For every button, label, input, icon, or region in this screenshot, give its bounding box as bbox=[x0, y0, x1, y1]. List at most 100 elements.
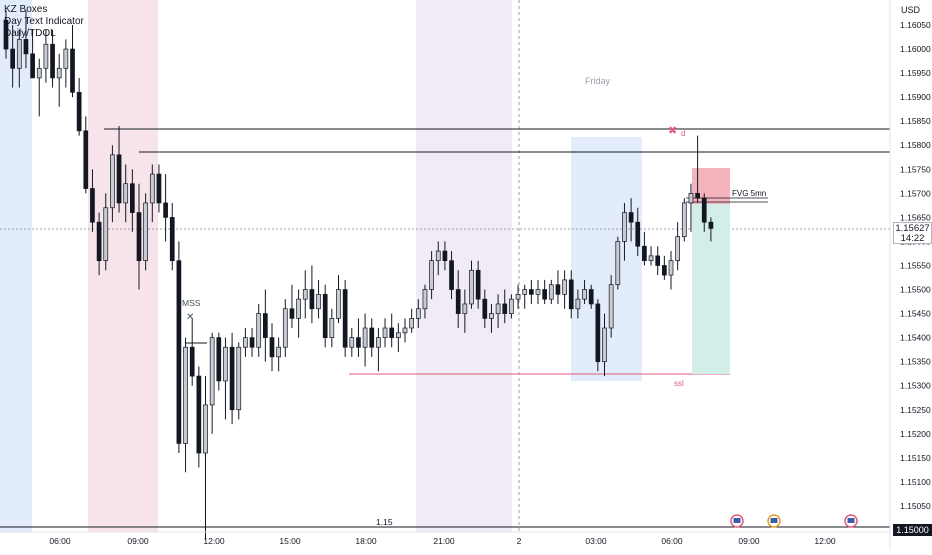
indicator-daily-tdol[interactable]: Daily/TDOL bbox=[4, 28, 56, 39]
candle[interactable] bbox=[422, 289, 428, 310]
candle[interactable] bbox=[316, 293, 321, 310]
candle[interactable] bbox=[30, 53, 35, 79]
candle[interactable] bbox=[409, 318, 414, 329]
candle[interactable] bbox=[229, 346, 235, 411]
candle[interactable] bbox=[169, 217, 175, 262]
candle[interactable] bbox=[3, 19, 9, 50]
candle[interactable] bbox=[396, 332, 401, 338]
candle[interactable] bbox=[302, 289, 308, 300]
candle[interactable] bbox=[342, 289, 348, 348]
candle[interactable] bbox=[608, 284, 614, 329]
candle[interactable] bbox=[36, 67, 42, 79]
candle[interactable] bbox=[183, 346, 188, 444]
candle[interactable] bbox=[369, 327, 375, 348]
candle[interactable] bbox=[289, 308, 295, 319]
candle[interactable] bbox=[528, 289, 534, 295]
candle[interactable] bbox=[176, 260, 182, 444]
candle[interactable] bbox=[336, 289, 341, 319]
candle[interactable] bbox=[469, 269, 474, 305]
candle[interactable] bbox=[622, 212, 627, 242]
candle[interactable] bbox=[535, 289, 541, 295]
candle[interactable] bbox=[489, 313, 494, 319]
candle[interactable] bbox=[675, 236, 681, 262]
candle[interactable] bbox=[196, 375, 202, 454]
candle[interactable] bbox=[588, 289, 594, 305]
candle[interactable] bbox=[16, 39, 22, 69]
candle[interactable] bbox=[249, 337, 255, 348]
candle[interactable] bbox=[655, 255, 661, 266]
candle[interactable] bbox=[149, 173, 155, 204]
candle[interactable] bbox=[216, 337, 222, 382]
candle[interactable] bbox=[322, 293, 328, 338]
candle[interactable] bbox=[495, 303, 501, 314]
candle[interactable] bbox=[256, 313, 262, 348]
candle[interactable] bbox=[349, 337, 355, 348]
candle[interactable] bbox=[382, 327, 388, 338]
candle[interactable] bbox=[223, 346, 228, 382]
candle[interactable] bbox=[449, 260, 454, 290]
candle[interactable] bbox=[482, 298, 488, 319]
candle[interactable] bbox=[602, 327, 607, 363]
candle[interactable] bbox=[575, 298, 581, 310]
candle[interactable] bbox=[635, 221, 641, 247]
candle[interactable] bbox=[661, 265, 667, 276]
candle[interactable] bbox=[502, 303, 508, 314]
candle[interactable] bbox=[356, 337, 361, 348]
candle[interactable] bbox=[10, 48, 15, 69]
candle[interactable] bbox=[562, 279, 567, 295]
candle[interactable] bbox=[110, 154, 115, 209]
indicator-kz-boxes[interactable]: KZ Boxes bbox=[4, 4, 48, 15]
candle[interactable] bbox=[63, 48, 69, 69]
candle[interactable] bbox=[156, 173, 162, 204]
candle[interactable] bbox=[701, 197, 707, 223]
candle[interactable] bbox=[595, 303, 601, 363]
candle[interactable] bbox=[442, 250, 448, 262]
candle[interactable] bbox=[189, 346, 195, 377]
candle[interactable] bbox=[435, 250, 441, 262]
candle[interactable] bbox=[143, 202, 148, 262]
candle[interactable] bbox=[628, 212, 634, 223]
candle[interactable] bbox=[329, 318, 335, 338]
candle[interactable] bbox=[269, 337, 275, 358]
candle[interactable] bbox=[123, 183, 129, 204]
candle[interactable] bbox=[23, 39, 29, 55]
candle[interactable] bbox=[615, 241, 621, 286]
candle[interactable] bbox=[43, 43, 49, 69]
candle[interactable] bbox=[130, 183, 135, 213]
candle[interactable] bbox=[362, 327, 368, 348]
candle[interactable] bbox=[83, 130, 89, 189]
candle[interactable] bbox=[475, 269, 481, 300]
candle[interactable] bbox=[515, 293, 521, 300]
candle[interactable] bbox=[582, 289, 587, 300]
candle[interactable] bbox=[90, 188, 95, 223]
candle[interactable] bbox=[76, 91, 82, 132]
candle[interactable] bbox=[542, 289, 548, 300]
candle[interactable] bbox=[415, 308, 421, 319]
candle[interactable] bbox=[282, 308, 288, 348]
candle[interactable] bbox=[309, 289, 315, 310]
candle[interactable] bbox=[70, 48, 75, 93]
candle[interactable] bbox=[203, 404, 208, 454]
candle[interactable] bbox=[296, 298, 301, 319]
candle[interactable] bbox=[56, 67, 62, 79]
candle[interactable] bbox=[50, 43, 55, 79]
candle[interactable] bbox=[548, 284, 554, 300]
candle[interactable] bbox=[681, 202, 687, 237]
candle[interactable] bbox=[688, 192, 694, 204]
candle[interactable] bbox=[695, 192, 700, 199]
candle[interactable] bbox=[402, 327, 408, 334]
candle[interactable] bbox=[642, 245, 647, 262]
candle[interactable] bbox=[96, 221, 102, 262]
candle[interactable] bbox=[209, 337, 215, 406]
candle[interactable] bbox=[136, 212, 142, 262]
candle[interactable] bbox=[103, 207, 109, 262]
candle[interactable] bbox=[455, 289, 461, 314]
candle[interactable] bbox=[648, 255, 654, 262]
candle[interactable] bbox=[522, 289, 528, 295]
indicator-day-text[interactable]: Day Text Indicator bbox=[4, 16, 84, 27]
candle[interactable] bbox=[555, 284, 561, 295]
candle[interactable] bbox=[243, 337, 248, 348]
candle[interactable] bbox=[708, 221, 714, 229]
candle[interactable] bbox=[462, 303, 468, 314]
